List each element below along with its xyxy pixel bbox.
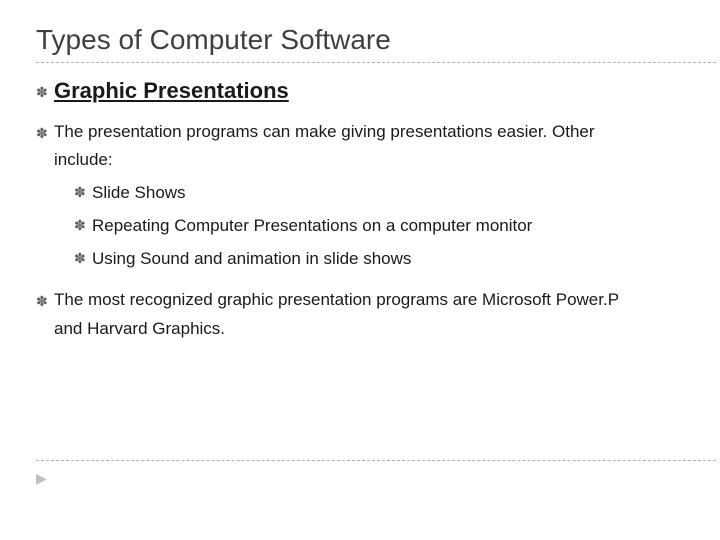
bullet-icon: ✽ — [74, 179, 92, 199]
slide-title: Types of Computer Software — [36, 24, 720, 56]
list-item-text: Using Sound and animation in slide shows — [92, 245, 411, 274]
list-item: ✽ Slide Shows — [74, 179, 720, 208]
slide-subtitle: Graphic Presentations — [54, 77, 289, 106]
paragraph-row: ✽ The most recognized graphic presentati… — [36, 286, 720, 344]
paragraph-row: ✽ The presentation programs can make giv… — [36, 118, 720, 176]
bullet-icon: ✽ — [36, 118, 54, 140]
paragraph-text: The presentation programs can make givin… — [54, 118, 595, 176]
text-line: include: — [54, 150, 113, 169]
text-line: The presentation programs can make givin… — [54, 122, 595, 141]
bullet-icon: ✽ — [74, 245, 92, 265]
text-line: and Harvard Graphics. — [54, 319, 225, 338]
paragraph-text: The most recognized graphic presentation… — [54, 286, 619, 344]
bullet-icon: ✽ — [74, 212, 92, 232]
list-item-text: Slide Shows — [92, 179, 186, 208]
subtitle-row: ✽ Graphic Presentations — [36, 77, 720, 106]
list-item: ✽ Using Sound and animation in slide sho… — [74, 245, 720, 274]
arrow-icon: ▶ — [36, 470, 47, 487]
list-item: ✽ Repeating Computer Presentations on a … — [74, 212, 720, 241]
divider-top — [36, 62, 716, 63]
list-item-text: Repeating Computer Presentations on a co… — [92, 212, 532, 241]
bullet-icon: ✽ — [36, 77, 54, 99]
slide: Types of Computer Software ✽ Graphic Pre… — [0, 0, 720, 540]
bullet-icon: ✽ — [36, 286, 54, 308]
divider-bottom — [36, 460, 716, 461]
text-line: The most recognized graphic presentation… — [54, 290, 619, 309]
